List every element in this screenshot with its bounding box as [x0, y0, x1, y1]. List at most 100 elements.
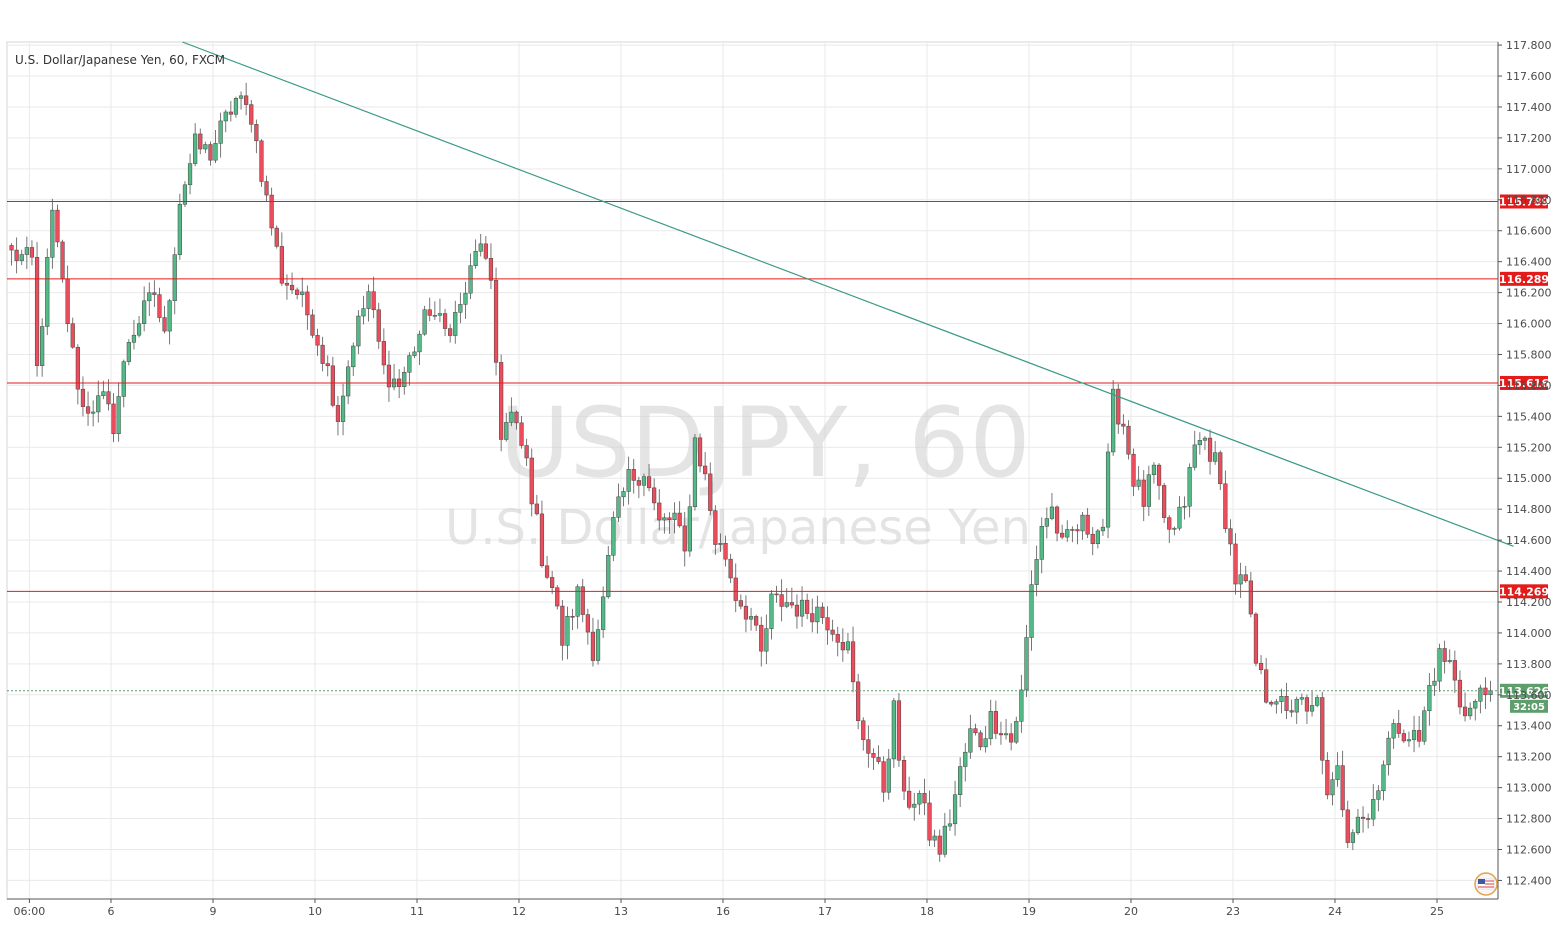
candle-body: [483, 243, 488, 259]
candle-body: [1284, 696, 1289, 711]
candle-body: [886, 758, 891, 793]
candle-body: [305, 291, 310, 316]
candle-body: [40, 326, 45, 366]
candle-body: [1090, 533, 1095, 544]
candle-body: [738, 600, 743, 607]
trendline[interactable]: [182, 41, 1514, 547]
candle-body: [937, 835, 942, 855]
candle-body: [1136, 479, 1141, 487]
time-tick-label: 10: [308, 905, 322, 918]
candle-body: [901, 760, 907, 792]
candle-body: [1177, 506, 1182, 529]
candle-body: [789, 602, 794, 606]
candle-body: [1085, 514, 1090, 535]
candle-body: [703, 465, 708, 475]
candle-body: [626, 469, 631, 492]
last-price-tag: [1500, 683, 1548, 698]
watermark-name: U.S. Dollar/Japanese Yen: [445, 500, 1031, 556]
candle-body: [167, 300, 172, 332]
time-tick-label: 6: [108, 905, 115, 918]
candle-body: [1355, 816, 1361, 833]
candle-body: [850, 641, 856, 683]
candle-body: [871, 753, 876, 758]
candle-body: [993, 711, 998, 734]
candle-body: [1473, 700, 1478, 709]
candle-body: [60, 241, 65, 280]
candle-body: [866, 739, 871, 754]
candle-body: [1376, 790, 1381, 800]
price-tick-label: 115.400: [1506, 410, 1552, 423]
price-tick-label: 115.200: [1506, 441, 1552, 454]
candle-body: [514, 411, 519, 424]
plot-area[interactable]: [6, 41, 1499, 900]
candle-body: [1386, 737, 1391, 766]
candle-body: [631, 469, 636, 481]
level-tag-label: 114.269: [1499, 585, 1549, 598]
candle-body: [896, 700, 902, 761]
price-tick-label: 113.800: [1506, 658, 1552, 671]
candle-body: [1391, 723, 1396, 739]
candle-body: [1315, 697, 1320, 706]
price-tick-label: 113.000: [1506, 782, 1552, 795]
candle-body: [1080, 514, 1085, 532]
candle-body: [233, 98, 239, 115]
candle-body: [1488, 690, 1493, 695]
candle-body: [198, 133, 203, 150]
candle-body: [289, 284, 295, 291]
level-tag: [1500, 375, 1548, 390]
candle-body: [1411, 730, 1417, 740]
candle-body: [529, 457, 534, 505]
candle-body: [1253, 613, 1259, 664]
price-tick-label: 113.600: [1506, 689, 1552, 702]
candle-body: [1274, 701, 1279, 705]
candle-body: [448, 328, 453, 336]
candle-body: [1468, 707, 1473, 717]
candle-body: [223, 111, 228, 122]
candle-body: [1330, 779, 1335, 796]
candle-body: [1141, 479, 1146, 507]
candle-body: [601, 596, 606, 630]
price-tick-label: 115.000: [1506, 472, 1552, 485]
price-axis[interactable]: 112.400 112.600 112.800 113.000 113.200 113.4…: [1497, 39, 1552, 899]
time-axis[interactable]: 06:00 6 9 10 11 12 13 16 17 18 19 20 23 24 25: [7, 898, 1498, 918]
price-tick-label: 116.200: [1506, 287, 1552, 300]
candle-body: [91, 411, 96, 414]
candle-body: [346, 366, 351, 397]
candle-body: [1151, 464, 1157, 475]
candle-body: [682, 525, 687, 552]
candle-body: [442, 313, 448, 329]
flag-icon[interactable]: [1474, 872, 1498, 896]
candle-body: [912, 803, 917, 808]
candle-body: [407, 355, 412, 373]
time-tick-label: 25: [1430, 905, 1444, 918]
price-tick-label: 114.200: [1506, 596, 1552, 609]
candle-body: [1182, 505, 1187, 508]
candle-body: [269, 194, 274, 229]
candle-body: [315, 335, 320, 346]
candle-body: [182, 184, 188, 205]
candle-body: [978, 732, 983, 748]
grid-horizontal: [7, 44, 1498, 881]
candle-body: [14, 249, 19, 261]
candle-body: [320, 344, 325, 364]
candle-body: [351, 345, 356, 368]
candle-body: [264, 181, 269, 196]
time-tick-label: 18: [920, 905, 934, 918]
candle-body: [85, 406, 91, 414]
candle-body: [856, 681, 861, 721]
candle-body: [371, 291, 376, 311]
candle-body: [1340, 765, 1345, 811]
candle-body: [534, 503, 539, 515]
candle-body: [1126, 425, 1131, 455]
candle-body: [254, 124, 259, 142]
candle-body: [692, 437, 698, 507]
candle-body: [677, 512, 682, 527]
price-tick-label: 116.600: [1506, 225, 1552, 238]
candle-body: [295, 289, 300, 295]
candle-body: [1304, 697, 1310, 712]
price-tick-label: 112.800: [1506, 813, 1552, 826]
candle-body: [478, 243, 483, 252]
candle-body: [922, 793, 927, 804]
